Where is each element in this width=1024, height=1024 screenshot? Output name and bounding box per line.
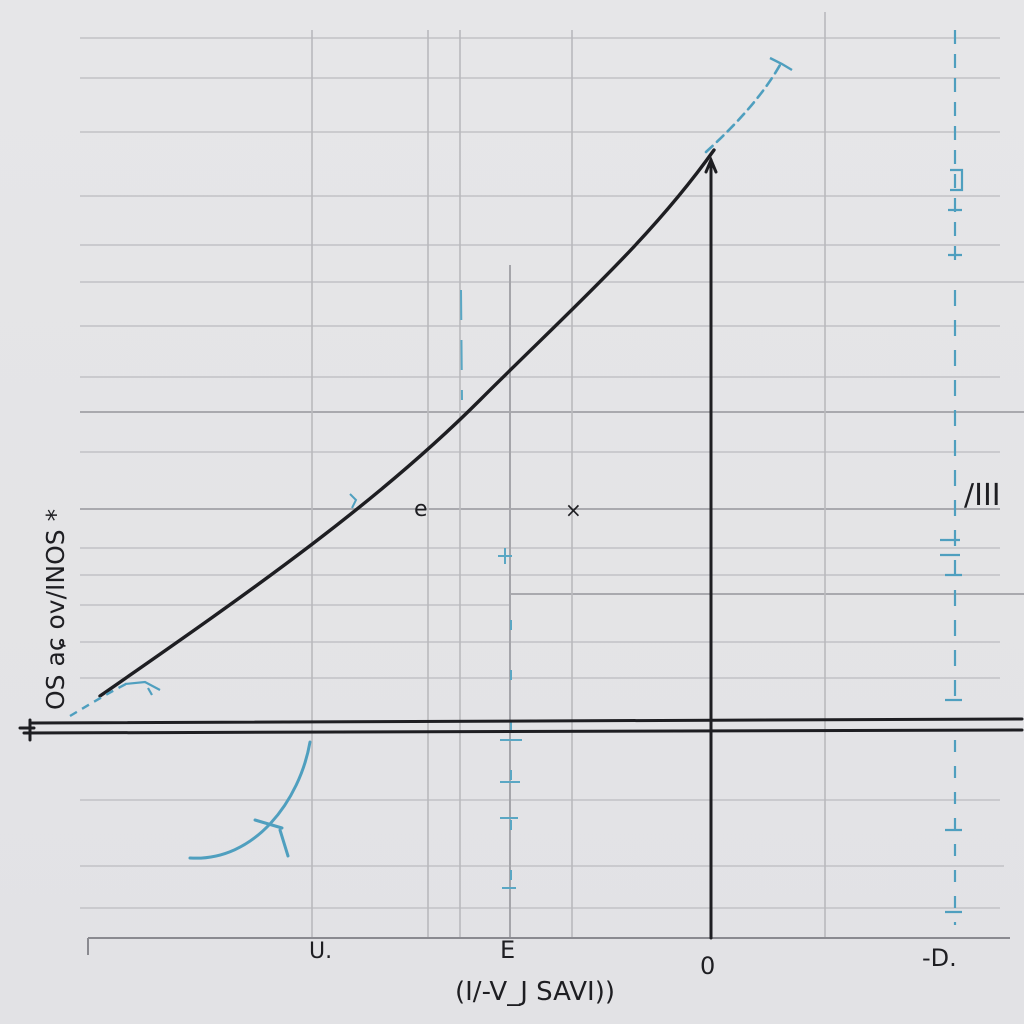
point-label-e: e [414, 497, 428, 522]
x-axis [18, 717, 1024, 742]
vertical-drop-line [704, 156, 718, 940]
right-dashed-margin [940, 30, 964, 925]
x-tick-label-e: E [500, 936, 515, 964]
blue-dashed-guides [460, 289, 522, 895]
curve-tail [69, 680, 131, 718]
x-tick-label-zero: 0 [700, 952, 715, 980]
blue-tick-mark [349, 493, 358, 509]
right-side-label: ∕III [964, 478, 1001, 513]
blue-hook-arrow [188, 740, 312, 860]
x-tick-label-u: U. [309, 939, 332, 964]
y-axis-label: OS aɕ ov/INOS * [41, 509, 70, 710]
x-tick-label-d: -D. [922, 944, 957, 972]
curve-extension [704, 63, 782, 154]
curve [98, 148, 716, 698]
x-axis-label: (I/-V_J SAVI)) [455, 977, 615, 1007]
point-label-cross: × [565, 498, 582, 522]
curve-tail-flicks [124, 680, 161, 696]
bottom-baseline [87, 937, 1010, 955]
horizontal-grid-lines [80, 37, 1024, 909]
curve-arrow-tip [769, 56, 793, 72]
vertical-grid-lines [311, 12, 826, 938]
